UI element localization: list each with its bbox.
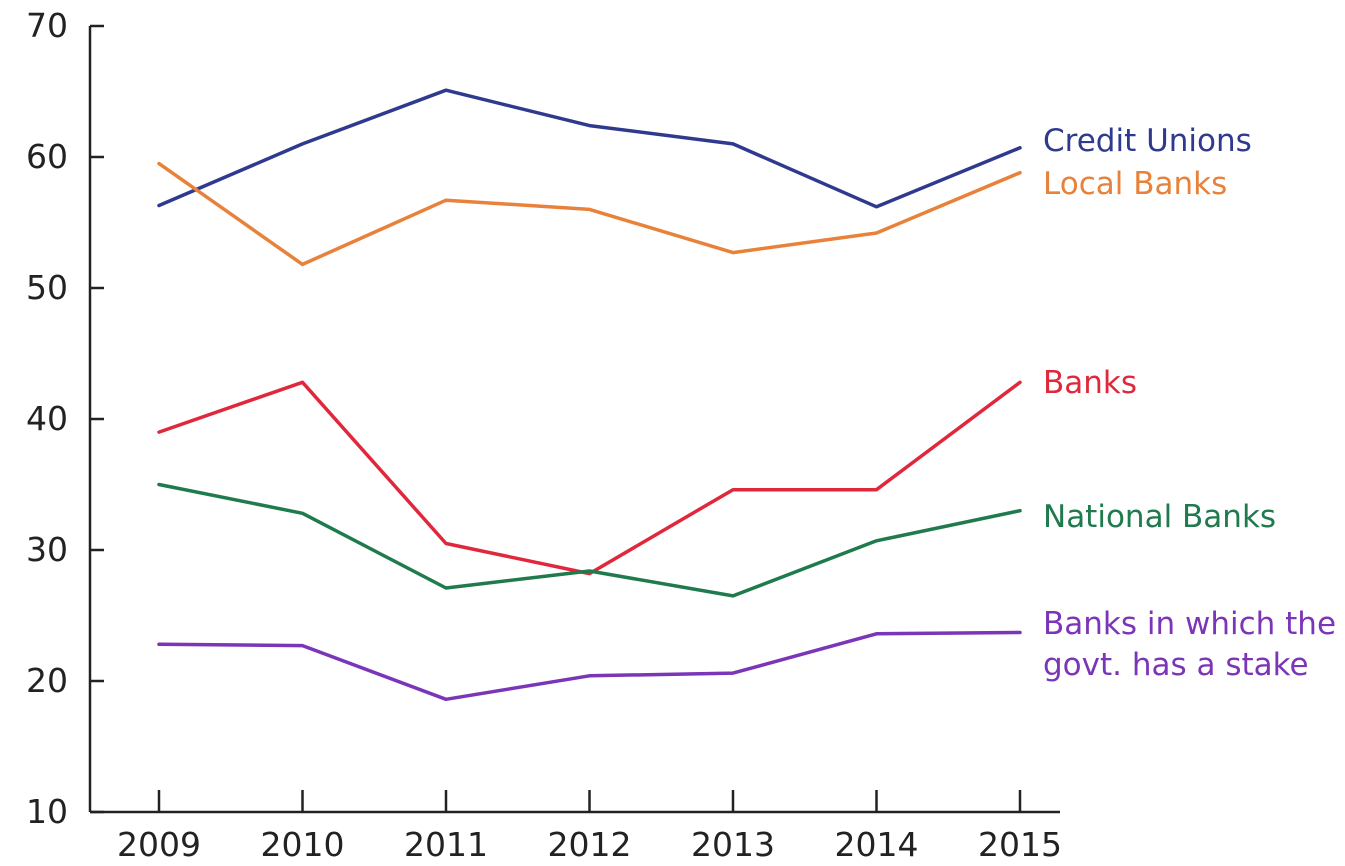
series-label: National Banks <box>1043 499 1276 535</box>
series-lines <box>157 88 1022 702</box>
series-label-line: Banks in which the <box>1043 606 1336 642</box>
x-tick-label: 2010 <box>261 825 345 864</box>
series-label-text: Local Banks <box>1043 166 1227 202</box>
axes <box>88 24 1060 814</box>
y-tick-labels: 10 20 30 40 50 60 70 <box>26 6 68 831</box>
series-label: Local Banks <box>1043 166 1227 202</box>
x-tick-label: 2014 <box>835 825 919 864</box>
x-tick-label: 2012 <box>548 825 632 864</box>
x-tick-labels: 2009 2010 2011 2012 2013 2014 2015 <box>117 825 1062 864</box>
series-label: Banks <box>1043 365 1137 401</box>
y-tick-label: 70 <box>26 6 68 45</box>
series-label: Banks in which the govt. has a stake <box>1043 606 1336 683</box>
series-label-line: govt. has a stake <box>1043 647 1309 683</box>
series-line <box>157 380 1022 576</box>
series-label: Credit Unions <box>1043 123 1252 159</box>
y-tick-label: 40 <box>26 399 68 438</box>
y-tick-label: 10 <box>26 792 68 831</box>
x-tick-label: 2013 <box>691 825 775 864</box>
series-line <box>157 88 1022 209</box>
series-label-text: Banks <box>1043 365 1137 401</box>
y-tick-label: 20 <box>26 661 68 700</box>
series-label-text: National Banks <box>1043 499 1276 535</box>
x-tick-label: 2009 <box>117 825 201 864</box>
y-tick-label: 30 <box>26 530 68 569</box>
x-tick-label: 2011 <box>404 825 488 864</box>
series-label-text: Credit Unions <box>1043 123 1252 159</box>
series-line <box>157 161 1022 267</box>
y-tick-label: 60 <box>26 137 68 176</box>
y-tick-label: 50 <box>26 268 68 307</box>
x-tick-label: 2015 <box>978 825 1062 864</box>
series-line <box>157 482 1022 598</box>
series-line <box>157 630 1022 702</box>
series-labels: Credit Unions Local Banks Banks National Ba… <box>1043 123 1336 683</box>
